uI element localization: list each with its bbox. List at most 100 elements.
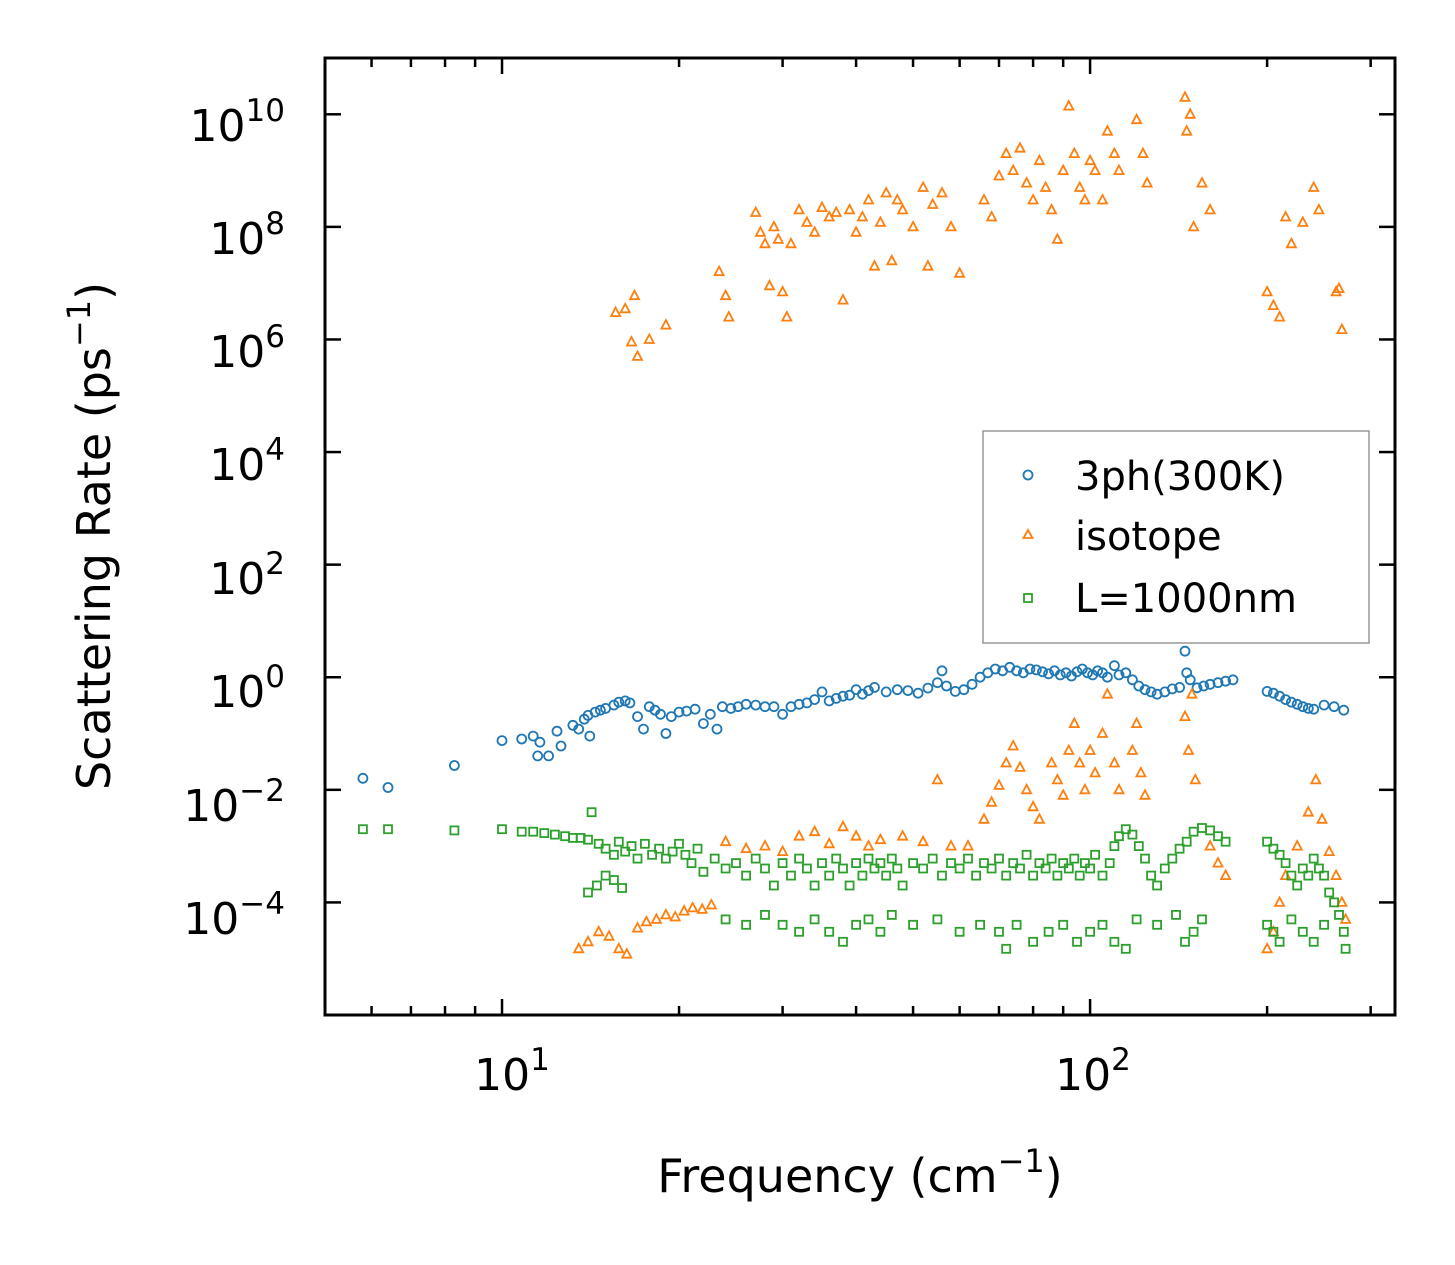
data-point-circle	[551, 725, 563, 737]
data-point-triangle	[1057, 788, 1070, 800]
data-point-triangle	[759, 236, 771, 249]
data-point-triangle	[719, 834, 732, 847]
data-point-square	[1133, 841, 1144, 851]
data-point-triangle	[850, 225, 863, 237]
data-point-circle	[1109, 660, 1120, 672]
data-point-circle	[584, 730, 596, 742]
data-point-square	[994, 926, 1004, 937]
data-point-square	[786, 870, 796, 881]
data-point-triangle	[1335, 895, 1348, 907]
data-point-triangle	[962, 839, 974, 851]
data-point-triangle	[609, 305, 622, 318]
data-point-triangle	[862, 193, 875, 205]
data-point-square	[838, 863, 848, 874]
data-point-triangle	[1185, 687, 1198, 699]
data-point-square	[824, 870, 835, 881]
data-point-triangle	[1219, 868, 1232, 880]
data-point-triangle	[1084, 743, 1097, 755]
data-point-square	[686, 858, 697, 868]
data-point-triangle	[843, 202, 856, 215]
data-point-triangle	[1033, 812, 1046, 824]
data-point-square	[449, 825, 460, 836]
data-point-circle	[1291, 698, 1303, 710]
data-point-square	[1171, 910, 1181, 920]
data-point-circle	[1268, 687, 1279, 699]
data-point-triangle	[1089, 163, 1102, 176]
y-tick-label-1e8: 108	[209, 206, 285, 265]
y-tick-label-1e4: 104	[209, 432, 285, 491]
data-point-triangle	[945, 219, 957, 232]
data-point-triangle	[1279, 210, 1292, 222]
data-point-triangle	[650, 912, 663, 924]
data-point-square	[1097, 870, 1108, 881]
data-point-circle	[534, 736, 546, 748]
data-point-circle	[823, 695, 835, 707]
data-point-triangle	[1062, 743, 1075, 755]
data-point-square	[838, 936, 848, 947]
data-point-circle	[711, 723, 723, 735]
data-point-circle	[1212, 677, 1224, 689]
data-point-triangle	[1139, 788, 1151, 800]
data-point-circle	[1092, 665, 1103, 677]
data-point-square	[1308, 853, 1319, 864]
data-point-triangle	[767, 219, 780, 232]
data-point-circle	[1286, 696, 1297, 708]
data-point-square	[1268, 926, 1279, 937]
data-point-square	[886, 910, 897, 920]
data-point-circle	[624, 697, 636, 709]
data-point-square	[1058, 858, 1069, 868]
data-point-square	[1034, 858, 1045, 868]
data-point-triangle	[1051, 772, 1064, 785]
data-point-triangle	[837, 293, 849, 305]
data-point-square	[1085, 926, 1095, 937]
data-point-triangle	[686, 900, 699, 913]
data-point-square	[1181, 836, 1192, 847]
y-tick-label-1e0: 100	[209, 659, 285, 718]
data-point-circle	[863, 685, 874, 696]
data-point-circle	[949, 686, 961, 697]
data-point-triangle	[1096, 193, 1109, 205]
data-point-triangle	[945, 839, 957, 851]
data-point-square	[731, 858, 741, 868]
data-point-square	[1109, 936, 1120, 947]
data-point-square	[946, 858, 956, 868]
data-point-circle	[809, 694, 820, 705]
data-point-triangle	[776, 284, 789, 297]
data-point-square	[886, 853, 897, 864]
data-point-triangle	[891, 193, 904, 205]
data-point-circle	[793, 698, 805, 710]
data-point-square	[1197, 914, 1207, 925]
data-point-square	[1127, 829, 1138, 840]
data-point-triangle	[1108, 146, 1121, 159]
data-point-triangle	[592, 924, 605, 937]
data-point-circle	[1024, 663, 1036, 675]
data-point-triangle	[1330, 284, 1343, 297]
data-point-triangle	[754, 225, 767, 237]
data-point-triangle	[669, 910, 682, 922]
data-point-triangle	[816, 200, 828, 213]
data-point-square	[863, 914, 874, 925]
data-point-triangle	[1196, 176, 1208, 188]
data-point-square	[1008, 858, 1019, 868]
data-point-triangle	[936, 186, 948, 198]
data-point-square	[1205, 825, 1215, 836]
data-point-square	[609, 849, 619, 860]
data-point-triangle	[620, 947, 633, 959]
data-point-square	[1011, 919, 1022, 930]
data-point-circle	[689, 703, 701, 715]
data-point-circle	[527, 730, 539, 742]
data-point-square	[851, 919, 861, 930]
data-point-triangle	[1137, 146, 1149, 159]
data-point-square	[626, 841, 637, 851]
data-point-triangle	[763, 278, 776, 291]
data-point-triangle	[868, 259, 881, 271]
data-point-circle	[1102, 671, 1113, 683]
data-point-square	[741, 870, 751, 881]
data-point-square	[1280, 858, 1291, 868]
data-point-circle	[1191, 682, 1203, 694]
data-point-circle	[496, 735, 508, 746]
data-point-triangle	[785, 236, 797, 249]
data-point-triangle	[1179, 709, 1191, 721]
data-point-triangle	[921, 259, 934, 271]
